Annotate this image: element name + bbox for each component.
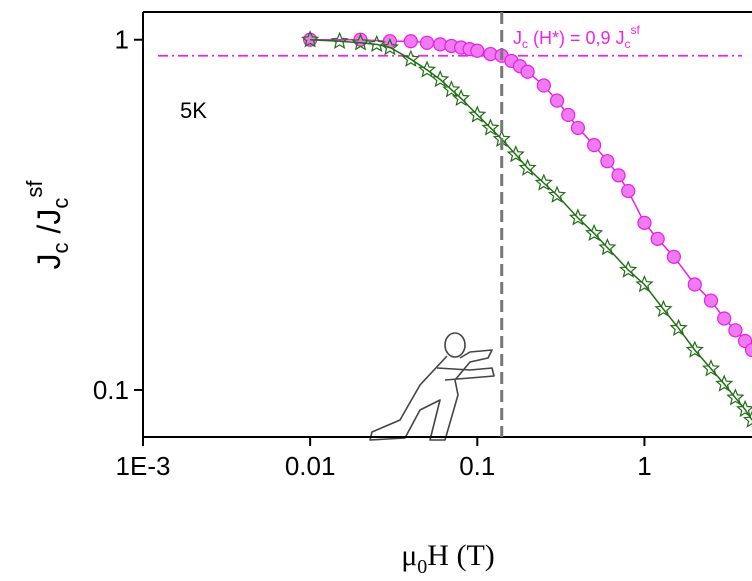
- star-marker: [367, 34, 386, 53]
- circle-marker: [570, 120, 586, 136]
- circle-marker: [703, 293, 719, 308]
- circle-marker: [403, 34, 418, 49]
- star-marker: [598, 238, 617, 256]
- temperature-label: 5K: [180, 98, 207, 123]
- circle-marker: [637, 215, 652, 230]
- circle-marker: [687, 277, 702, 292]
- x-label-part: H (T): [427, 539, 494, 572]
- circle-marker: [419, 35, 435, 50]
- star-marker: [701, 359, 721, 377]
- star-marker: [351, 33, 370, 51]
- x-label-part: 0: [417, 556, 427, 578]
- star-marker: [635, 274, 654, 293]
- star-marker: [669, 318, 688, 337]
- criterion-part: sf: [631, 23, 641, 37]
- x-label-part: μ: [401, 539, 417, 572]
- star-marker: [534, 173, 553, 191]
- star-marker: [736, 399, 752, 418]
- star-marker: [654, 299, 673, 317]
- series-line: [310, 38, 752, 351]
- y-label-part: /J: [31, 209, 67, 243]
- star-marker: [726, 388, 745, 406]
- circle-marker: [470, 43, 485, 58]
- star-marker: [481, 118, 500, 136]
- y-tick-label: 0.1: [93, 375, 129, 405]
- star-marker: [518, 158, 537, 176]
- circle-marker: [611, 168, 626, 183]
- y-tick-label: 1: [115, 25, 129, 55]
- criterion-part: J: [513, 28, 522, 48]
- circle-marker: [587, 138, 602, 153]
- star-marker: [715, 374, 734, 392]
- star-marker: [547, 185, 567, 203]
- x-tick-label: 0.01: [285, 451, 336, 481]
- star-marker: [431, 69, 450, 88]
- star-marker: [468, 105, 487, 123]
- circle-marker: [520, 64, 535, 79]
- criterion-part: (H*) = 0,9 J: [528, 28, 625, 48]
- star-marker: [585, 223, 604, 242]
- circle-marker: [650, 231, 665, 246]
- circle-marker: [621, 183, 636, 199]
- y-label-part: c: [48, 242, 73, 253]
- star-marker: [330, 31, 349, 49]
- circle-marker: [561, 107, 576, 123]
- x-tick-label: 0.1: [459, 451, 495, 481]
- circle-marker: [744, 342, 752, 358]
- criterion-label: Jc (H*) = 0,9 Jcsf: [513, 23, 641, 51]
- circle-marker: [549, 93, 565, 108]
- star-marker: [301, 30, 320, 48]
- x-axis-label: μ0H (T): [401, 539, 495, 578]
- circle-marker: [600, 154, 615, 169]
- criterion-part: c: [625, 37, 631, 51]
- y-label-part: J: [31, 253, 67, 269]
- star-marker: [417, 60, 437, 78]
- x-tick-label: 1E-3: [116, 451, 171, 481]
- y-label-part: c: [48, 198, 73, 209]
- series-line: [310, 38, 752, 421]
- circle-marker: [728, 323, 743, 338]
- star-marker: [442, 80, 461, 98]
- circle-marker: [536, 78, 551, 93]
- star-marker: [506, 145, 525, 163]
- star-marker: [380, 37, 399, 56]
- star-marker: [568, 208, 587, 226]
- star-marker: [401, 49, 420, 67]
- y-axis-label: Jc /Jcsf: [22, 180, 73, 270]
- star-marker: [742, 410, 752, 428]
- star-marker: [685, 340, 704, 358]
- x-tick-label: 1: [637, 451, 651, 481]
- star-marker: [452, 88, 471, 107]
- pushing-figure: [369, 332, 495, 441]
- criterion-part: c: [522, 37, 528, 51]
- star-marker: [619, 260, 638, 278]
- circle-marker: [666, 249, 681, 264]
- circle-marker: [717, 311, 732, 326]
- y-label-part: sf: [22, 180, 47, 198]
- plot-area: [158, 30, 752, 428]
